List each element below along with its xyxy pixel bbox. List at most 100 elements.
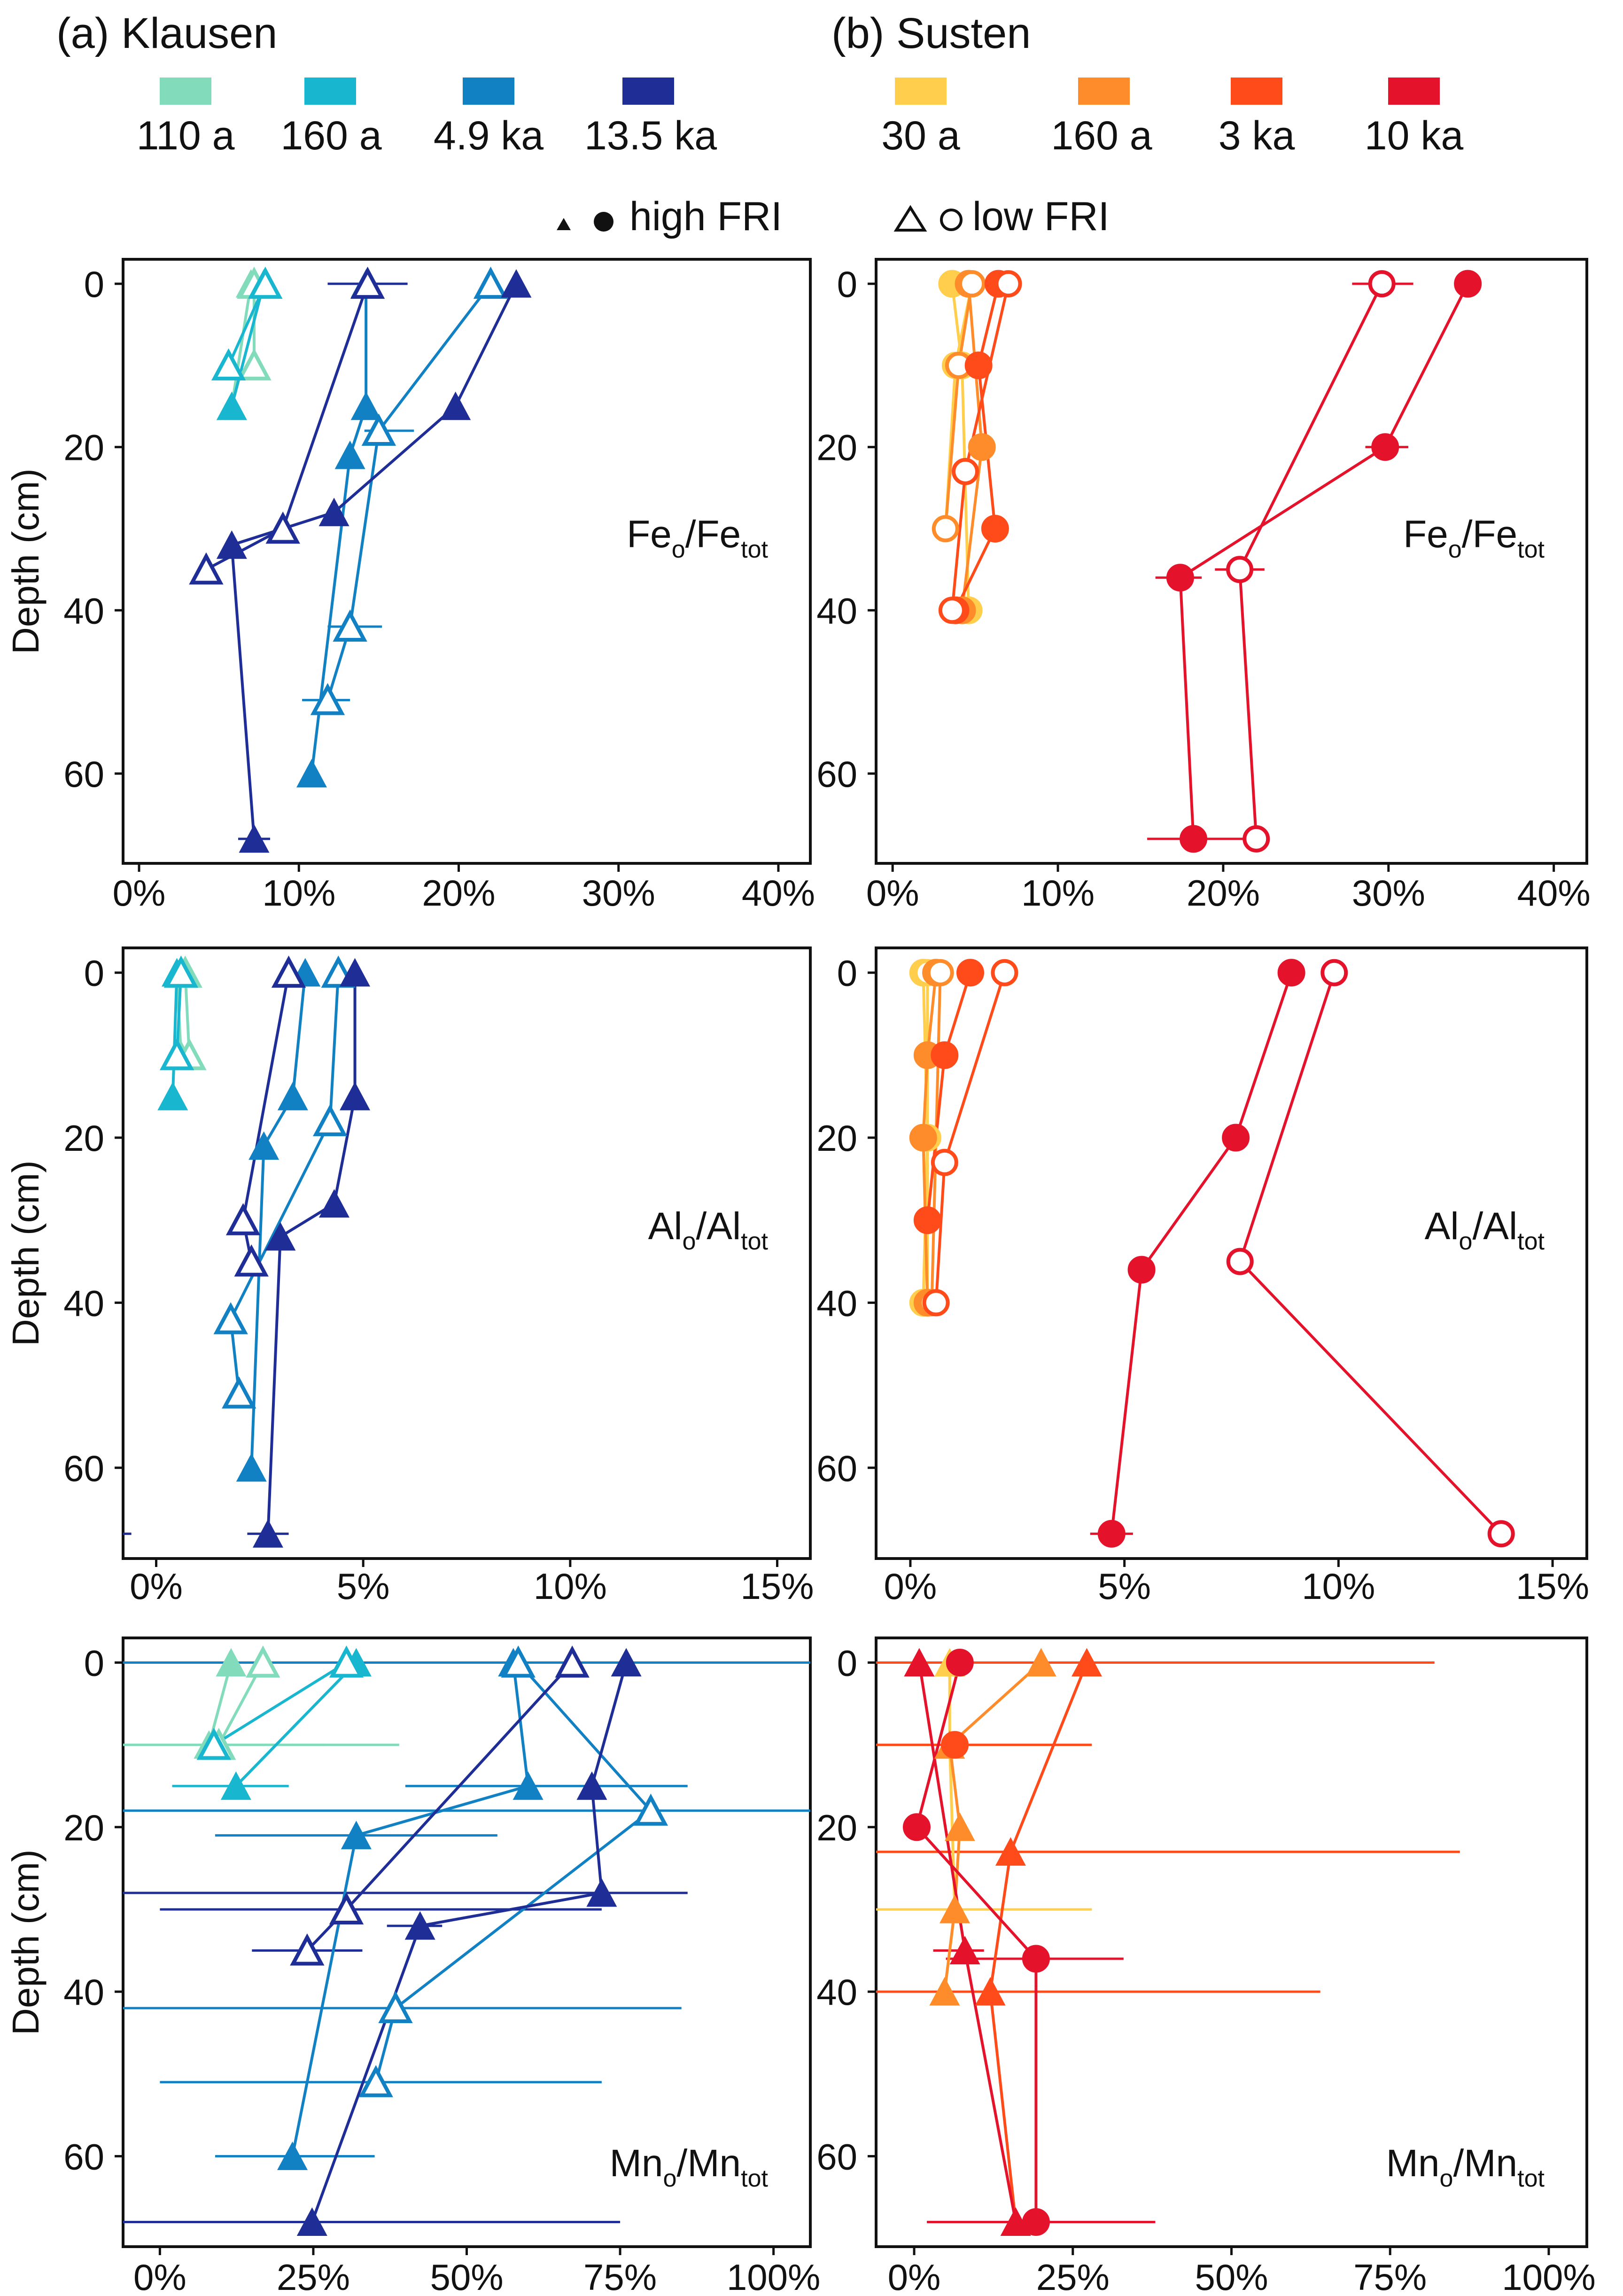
data-point-circle bbox=[938, 597, 966, 624]
x-tick-label: 10% bbox=[262, 872, 335, 914]
x-tick-label: 30% bbox=[582, 872, 655, 914]
panel-klausen-al: 0 20 40 60 0% 5% 10% 15% Depth (cm) Alo/Altot bbox=[5, 946, 814, 1607]
data-point-circle bbox=[1277, 959, 1305, 987]
x-tick-label: 0% bbox=[130, 1566, 183, 1607]
y-tick-label: 20 bbox=[63, 427, 104, 468]
data-point-circle bbox=[931, 1148, 958, 1176]
x-tick-label: 0% bbox=[884, 1566, 937, 1607]
series-line bbox=[171, 972, 179, 1097]
panel-klausen-mn: 0 20 40 60 0% 25% 50% 75% 100% Depth (cm) Mno/Mnto… bbox=[5, 1637, 820, 2296]
data-point-triangle bbox=[940, 1894, 971, 1924]
low-fri-label: low FRI bbox=[972, 194, 1109, 239]
y-tick-label: 60 bbox=[816, 1448, 857, 1489]
data-point-triangle bbox=[975, 1977, 1006, 2006]
y-tick-label: 40 bbox=[816, 590, 857, 631]
panel-susten-mn: 0 20 40 60 0% 25% 50% 75% 100% Mno/Mntot bbox=[816, 1637, 1596, 2296]
data-point-circle bbox=[1226, 556, 1254, 583]
legend-swatch-30a bbox=[895, 78, 947, 105]
data-point-triangle bbox=[236, 1453, 267, 1482]
plot-frame bbox=[875, 258, 1588, 865]
panel-ratio-label: Alo/Altot bbox=[648, 1205, 769, 1255]
data-point-circle bbox=[968, 433, 996, 461]
series-line bbox=[230, 283, 265, 407]
data-point-triangle bbox=[555, 1645, 590, 1678]
panel-ratio-label: Alo/Altot bbox=[1425, 1205, 1545, 1255]
legend-swatch-10ka bbox=[1388, 78, 1440, 105]
data-point-triangle bbox=[361, 413, 396, 446]
legend-label-10ka: 10 ka bbox=[1365, 113, 1464, 158]
data-point-triangle bbox=[318, 497, 349, 527]
data-point-triangle bbox=[995, 1837, 1026, 1866]
data-point-circle bbox=[1022, 2208, 1050, 2236]
legend-left: 110 a 160 a 4.9 ka 13.5 ka bbox=[137, 78, 717, 158]
data-point-circle bbox=[926, 959, 954, 986]
x-tick-label: 20% bbox=[1187, 872, 1260, 914]
legend-label-4.9ka: 4.9 ka bbox=[434, 113, 544, 158]
x-tick-label: 30% bbox=[1352, 872, 1425, 914]
legend-label-160a-right: 160 a bbox=[1051, 113, 1152, 158]
data-point-triangle bbox=[633, 1793, 668, 1826]
data-point-triangle bbox=[265, 512, 300, 544]
y-tick-label: 40 bbox=[63, 1971, 104, 2013]
data-point-circle bbox=[1226, 1248, 1254, 1275]
data-point-triangle bbox=[440, 391, 471, 420]
y-tick-label: 20 bbox=[816, 1117, 857, 1159]
data-point-triangle bbox=[1071, 1648, 1103, 1677]
data-point-triangle bbox=[271, 955, 306, 988]
data-point-triangle bbox=[378, 1991, 413, 2024]
data-point-triangle bbox=[216, 391, 247, 420]
data-point-triangle bbox=[222, 1376, 256, 1409]
data-point-circle bbox=[991, 959, 1018, 986]
left-title: (a) Klausen bbox=[56, 9, 277, 57]
y-axis-label: Depth (cm) bbox=[5, 1849, 47, 2035]
y-tick-label: 60 bbox=[63, 1448, 104, 1489]
x-tick-label: 25% bbox=[277, 2257, 350, 2296]
data-point-circle bbox=[1371, 433, 1399, 461]
y-axis-label: Depth (cm) bbox=[5, 468, 47, 654]
panel-ratio-label: Mno/Mntot bbox=[1386, 2142, 1545, 2192]
panel-ratio-label: Mno/Mntot bbox=[610, 2142, 769, 2192]
data-point-triangle bbox=[234, 1244, 269, 1277]
data-point-triangle bbox=[350, 391, 381, 420]
y-tick-label: 0 bbox=[837, 1643, 857, 1684]
x-tick-label: 20% bbox=[422, 872, 495, 914]
y-tick-label: 40 bbox=[816, 1282, 857, 1324]
data-point-circle bbox=[958, 270, 986, 298]
plot-frame bbox=[122, 946, 812, 1560]
data-point-triangle bbox=[473, 266, 508, 299]
data-point-circle bbox=[1454, 270, 1482, 298]
series-line bbox=[1110, 972, 1293, 1534]
data-point-triangle bbox=[513, 1771, 544, 1800]
data-point-triangle bbox=[237, 348, 272, 380]
legend-right: 30 a 160 a 3 ka 10 ka bbox=[881, 78, 1463, 158]
series-line bbox=[235, 1661, 357, 1787]
y-tick-label: 20 bbox=[816, 1807, 857, 1848]
y-tick-label: 60 bbox=[816, 753, 857, 795]
series-line bbox=[915, 1662, 1038, 2222]
data-point-circle bbox=[922, 1289, 950, 1317]
data-point-triangle bbox=[157, 1082, 188, 1110]
legend-label-30a: 30 a bbox=[881, 113, 960, 158]
legend-label-3ka: 3 ka bbox=[1219, 113, 1295, 158]
data-point-circle bbox=[994, 270, 1022, 298]
data-point-triangle bbox=[277, 1082, 308, 1110]
data-point-triangle bbox=[358, 2065, 393, 2097]
data-point-circle bbox=[932, 515, 959, 543]
data-point-circle bbox=[946, 1649, 974, 1677]
data-point-triangle bbox=[290, 1933, 325, 1966]
data-point-triangle bbox=[189, 552, 224, 585]
legend-swatch-160a-left bbox=[304, 78, 356, 105]
data-point-circle bbox=[1097, 1520, 1126, 1548]
data-point-triangle bbox=[216, 530, 247, 559]
data-point-triangle bbox=[501, 269, 532, 298]
data-point-triangle bbox=[225, 1203, 261, 1235]
legend-label-160a-left: 160 a bbox=[280, 113, 381, 158]
data-point-triangle bbox=[350, 266, 385, 299]
data-point-circle bbox=[931, 1041, 959, 1069]
data-point-triangle bbox=[944, 1812, 975, 1841]
x-tick-label: 10% bbox=[1021, 872, 1095, 914]
data-point-triangle bbox=[341, 1821, 372, 1849]
plot-frame bbox=[122, 258, 812, 865]
series-line bbox=[213, 1661, 348, 1746]
y-tick-label: 60 bbox=[816, 2136, 857, 2177]
